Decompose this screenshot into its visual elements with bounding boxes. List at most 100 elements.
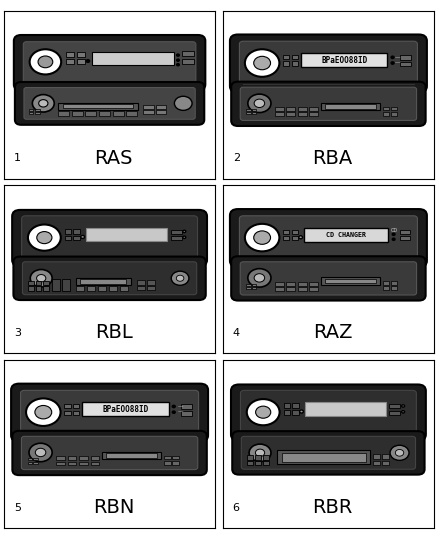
Bar: [35, 109, 39, 111]
Circle shape: [249, 444, 271, 462]
Bar: [399, 230, 410, 234]
Circle shape: [392, 238, 395, 240]
Circle shape: [35, 448, 46, 457]
Bar: [79, 456, 88, 460]
Bar: [143, 105, 154, 109]
Bar: [305, 402, 386, 416]
Circle shape: [391, 56, 394, 59]
Bar: [43, 286, 49, 290]
Bar: [147, 280, 155, 285]
FancyBboxPatch shape: [14, 256, 206, 300]
Bar: [373, 455, 380, 459]
Bar: [298, 107, 307, 111]
Text: BPaEOO88ID: BPaEOO88ID: [102, 405, 148, 414]
Bar: [91, 456, 99, 460]
FancyBboxPatch shape: [231, 82, 426, 126]
Bar: [400, 55, 411, 60]
FancyBboxPatch shape: [14, 35, 205, 91]
Circle shape: [391, 62, 394, 64]
Bar: [65, 229, 71, 233]
Text: —: —: [177, 404, 183, 409]
Circle shape: [39, 100, 48, 107]
Bar: [389, 410, 400, 415]
Bar: [28, 280, 34, 285]
Bar: [275, 112, 283, 116]
Bar: [73, 410, 79, 415]
Text: RAZ: RAZ: [313, 324, 353, 342]
Bar: [292, 55, 298, 59]
Bar: [292, 236, 298, 240]
FancyBboxPatch shape: [230, 35, 427, 93]
Bar: [275, 287, 283, 290]
FancyBboxPatch shape: [240, 390, 417, 435]
Bar: [67, 462, 76, 465]
Bar: [182, 51, 194, 56]
Circle shape: [37, 274, 46, 282]
Bar: [325, 279, 376, 283]
Bar: [82, 402, 169, 416]
Bar: [77, 59, 85, 63]
Bar: [310, 287, 318, 290]
FancyBboxPatch shape: [231, 256, 426, 301]
Bar: [298, 287, 307, 290]
Circle shape: [254, 231, 271, 244]
Bar: [382, 461, 389, 465]
Bar: [171, 230, 181, 234]
Bar: [298, 112, 307, 116]
Circle shape: [177, 63, 179, 66]
Text: 4: 4: [233, 328, 240, 338]
Bar: [247, 461, 253, 465]
Bar: [292, 410, 299, 415]
Bar: [164, 461, 171, 465]
Text: RBN: RBN: [93, 498, 134, 517]
Bar: [391, 107, 397, 110]
Text: CD: CD: [391, 229, 398, 233]
Bar: [283, 230, 290, 234]
Bar: [92, 52, 174, 64]
Bar: [53, 279, 60, 291]
Circle shape: [177, 59, 179, 61]
Bar: [246, 109, 251, 111]
Bar: [91, 462, 99, 465]
Circle shape: [254, 99, 265, 108]
Bar: [275, 107, 283, 111]
Circle shape: [38, 56, 53, 68]
Bar: [252, 109, 257, 111]
Bar: [35, 286, 42, 290]
Bar: [286, 282, 295, 286]
Bar: [282, 453, 366, 462]
Circle shape: [402, 410, 405, 413]
Bar: [263, 461, 268, 465]
Bar: [137, 286, 145, 290]
Bar: [79, 462, 88, 465]
Bar: [391, 281, 397, 285]
Bar: [74, 229, 80, 233]
Bar: [298, 282, 307, 286]
Bar: [56, 456, 65, 460]
FancyBboxPatch shape: [21, 390, 198, 436]
Bar: [28, 286, 34, 290]
Text: —: —: [395, 55, 401, 60]
Bar: [143, 110, 154, 115]
Text: CD CHANGER: CD CHANGER: [326, 232, 366, 238]
Bar: [246, 112, 251, 115]
Bar: [85, 111, 96, 116]
Circle shape: [248, 269, 271, 287]
Circle shape: [32, 94, 54, 112]
FancyBboxPatch shape: [230, 209, 427, 267]
Bar: [325, 104, 376, 109]
Bar: [73, 404, 79, 408]
Circle shape: [256, 406, 271, 418]
FancyBboxPatch shape: [12, 210, 207, 266]
Bar: [28, 458, 32, 460]
Bar: [33, 462, 38, 464]
Bar: [283, 61, 290, 66]
Circle shape: [183, 236, 186, 238]
Bar: [310, 107, 318, 111]
Circle shape: [254, 56, 271, 70]
Bar: [252, 284, 257, 286]
Bar: [391, 286, 397, 290]
Bar: [246, 287, 251, 289]
Bar: [113, 111, 124, 116]
Bar: [292, 403, 299, 408]
